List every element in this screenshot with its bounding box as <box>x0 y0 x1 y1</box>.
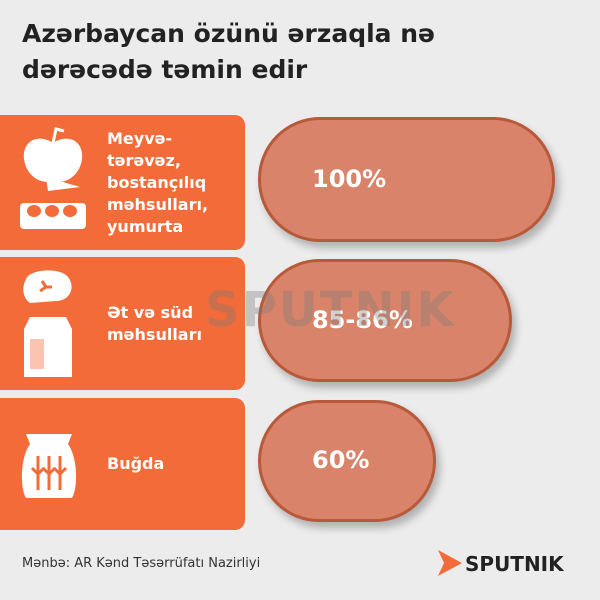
value-label: 60% <box>312 446 370 474</box>
bar <box>258 400 437 522</box>
brand: SPUTNIK <box>465 552 564 576</box>
bar <box>258 259 512 382</box>
bar <box>258 117 555 242</box>
chart-title: Azərbaycan özünü ərzaqla nə dərəcədə təm… <box>22 19 435 84</box>
value-label: 100% <box>312 164 387 193</box>
category-box <box>0 115 245 250</box>
category-box <box>0 398 245 530</box>
category-icon <box>21 434 77 498</box>
category-label: Ət və süd məhsulları <box>107 302 202 344</box>
category-icon <box>20 127 86 229</box>
value-label: 85-86% <box>312 305 413 334</box>
category-icon <box>23 270 72 377</box>
category-label: Meyvə-tərəvəz, bostançılıq məhsulları, y… <box>107 128 209 236</box>
category-box <box>0 257 245 390</box>
brand-logo <box>438 550 462 576</box>
category-label: Buğda <box>107 454 165 473</box>
watermark: SPUTNIK <box>205 282 456 338</box>
source: Mənbə: AR Kənd Təsərrüfatı Nazirliyi <box>22 556 261 571</box>
